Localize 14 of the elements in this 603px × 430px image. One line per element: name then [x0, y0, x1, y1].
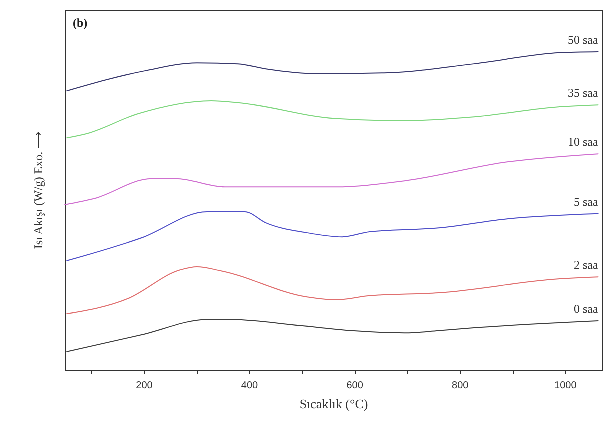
series-label: 5 saa [574, 194, 599, 209]
x-tick-label: 200 [136, 380, 154, 392]
x-axis-title: Sıcaklık (°C) [300, 396, 368, 412]
text: (b) [73, 16, 88, 30]
x-tick-label: 1000 [554, 380, 578, 392]
series-label: 35 saa [568, 86, 599, 100]
x-tick-label: 400 [241, 380, 259, 392]
series-label: 2 saa [574, 258, 599, 272]
series-label: 10 saa [568, 135, 599, 150]
y-axis-title: Isı Akışı (W/g) Exo. ⟶ [32, 132, 46, 250]
x-tick-label: 600 [346, 380, 364, 392]
series-label: 0 saa [574, 302, 599, 316]
x-tick-label: 800 [452, 380, 470, 392]
series-label: 50 saa [568, 32, 599, 47]
